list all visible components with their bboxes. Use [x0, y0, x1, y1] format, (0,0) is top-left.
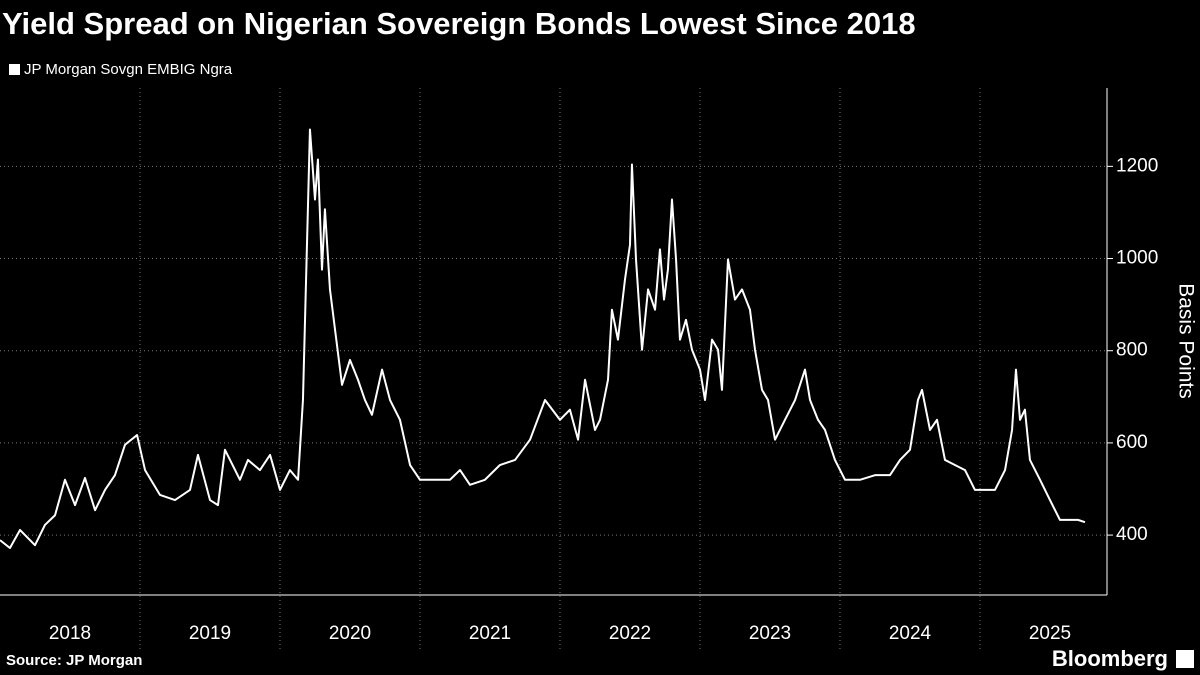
x-tick-label: 2022: [609, 623, 651, 644]
y-axis-label: Basis Points: [1174, 283, 1197, 399]
x-tick-label: 2023: [749, 623, 791, 644]
y-tick-label: 1200: [1116, 155, 1158, 176]
x-tick-label: 2021: [469, 623, 511, 644]
source: Source: JP Morgan: [6, 652, 142, 669]
logo-icon: [1176, 650, 1194, 668]
legend-swatch: [9, 64, 20, 75]
x-tick-label: 2020: [329, 623, 371, 644]
logo: Bloomberg: [1052, 646, 1168, 671]
x-tick-label: 2024: [889, 623, 932, 644]
x-tick-label: 2018: [49, 623, 91, 644]
x-tick-label: 2019: [189, 623, 231, 644]
y-tick-label: 400: [1116, 524, 1148, 545]
y-tick-label: 1000: [1116, 248, 1158, 269]
y-tick-label: 800: [1116, 340, 1148, 361]
series-line: [0, 128, 1086, 549]
x-tick-label: 2025: [1029, 623, 1071, 644]
legend-label: JP Morgan Sovgn EMBIG Ngra: [24, 61, 233, 78]
chart-title: Yield Spread on Nigerian Sovereign Bonds…: [2, 6, 916, 41]
y-tick-label: 600: [1116, 432, 1148, 453]
